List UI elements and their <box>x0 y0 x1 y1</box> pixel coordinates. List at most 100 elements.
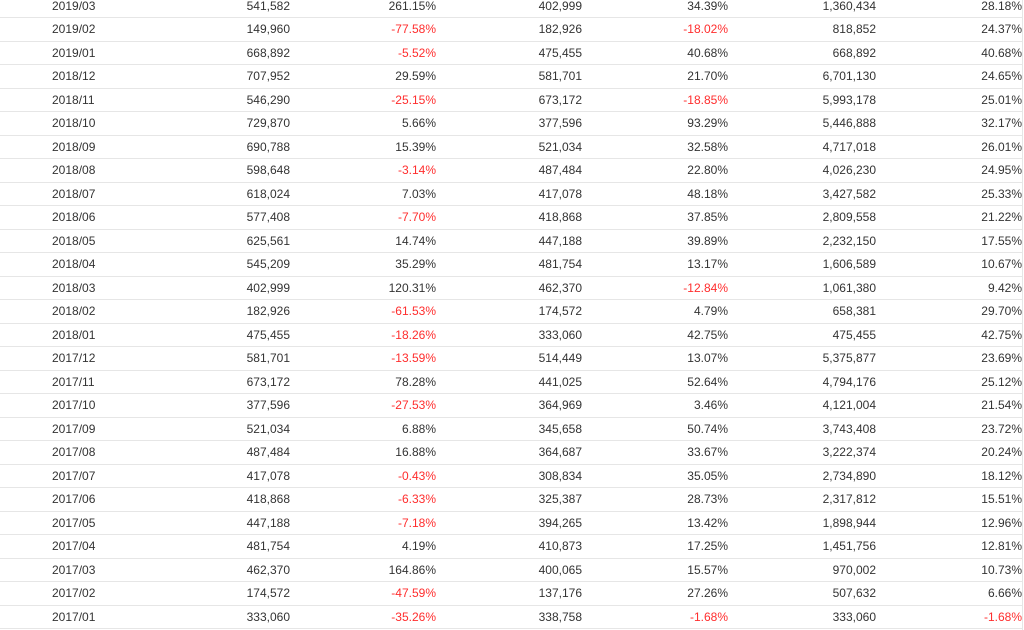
value-cell-2: 418,868 <box>436 205 582 230</box>
value-cell-2: 182,926 <box>436 17 582 42</box>
value-cell-2: 417,078 <box>436 182 582 206</box>
month-cell: 2019/03 <box>0 0 115 18</box>
value-cell-3: 1,360,434 <box>728 0 876 18</box>
value-cell-1: 174,572 <box>115 581 290 606</box>
month-cell: 2018/03 <box>0 276 115 300</box>
value-cell-1: 598,648 <box>115 158 290 183</box>
change-cell-3: 10.73% <box>876 558 1022 582</box>
right-frame-border <box>1022 0 1023 630</box>
value-cell-3: 818,852 <box>728 17 876 42</box>
month-cell: 2018/07 <box>0 182 115 206</box>
table-row: 2017/02 174,572 -47.59% 137,176 27.26% 507,63… <box>0 581 1022 606</box>
value-cell-1: 546,290 <box>115 88 290 112</box>
change-cell-3: 6.66% <box>876 581 1022 606</box>
value-cell-3: 970,002 <box>728 558 876 582</box>
change-cell-3: 21.54% <box>876 393 1022 418</box>
change-cell-1: -6.33% <box>290 487 436 512</box>
table-row: 2017/12 581,701 -13.59% 514,449 13.07% 5,375,… <box>0 346 1022 371</box>
change-cell-1: -7.18% <box>290 511 436 535</box>
table-row: 2018/09 690,788 15.39% 521,034 32.58% 4,717,0… <box>0 135 1022 159</box>
value-cell-2: 325,387 <box>436 487 582 512</box>
change-cell-2: 33.67% <box>582 440 728 465</box>
change-cell-1: 78.28% <box>290 370 436 394</box>
change-cell-1: 120.31% <box>290 276 436 300</box>
table-row: 2017/05 447,188 -7.18% 394,265 13.42% 1,898,9… <box>0 511 1022 535</box>
value-cell-1: 462,370 <box>115 558 290 582</box>
change-cell-1: -7.70% <box>290 205 436 230</box>
value-cell-2: 394,265 <box>436 511 582 535</box>
change-cell-1: -77.58% <box>290 17 436 42</box>
value-cell-1: 625,561 <box>115 229 290 253</box>
table-row: 2017/06 418,868 -6.33% 325,387 28.73% 2,317,8… <box>0 487 1022 512</box>
month-cell: 2018/05 <box>0 229 115 253</box>
month-cell: 2018/08 <box>0 158 115 183</box>
change-cell-2: 17.25% <box>582 534 728 559</box>
month-cell: 2018/11 <box>0 88 115 112</box>
value-cell-2: 673,172 <box>436 88 582 112</box>
value-cell-1: 447,188 <box>115 511 290 535</box>
change-cell-2: 27.26% <box>582 581 728 606</box>
month-cell: 2018/01 <box>0 323 115 347</box>
month-cell: 2017/10 <box>0 393 115 418</box>
change-cell-1: 5.66% <box>290 111 436 136</box>
table-row: 2017/11 673,172 78.28% 441,025 52.64% 4,794,1… <box>0 370 1022 394</box>
value-cell-2: 400,065 <box>436 558 582 582</box>
month-cell: 2018/06 <box>0 205 115 230</box>
month-cell: 2019/01 <box>0 41 115 65</box>
table-row: 2018/07 618,024 7.03% 417,078 48.18% 3,427,58… <box>0 182 1022 206</box>
value-cell-3: 5,446,888 <box>728 111 876 136</box>
table-row: 2018/02 182,926 -61.53% 174,572 4.79% 658,381… <box>0 299 1022 324</box>
change-cell-3: 24.37% <box>876 17 1022 42</box>
change-cell-3: 32.17% <box>876 111 1022 136</box>
change-cell-3: 42.75% <box>876 323 1022 347</box>
change-cell-1: -18.26% <box>290 323 436 347</box>
change-cell-1: -47.59% <box>290 581 436 606</box>
month-cell: 2017/09 <box>0 417 115 441</box>
change-cell-2: 35.05% <box>582 464 728 488</box>
value-cell-1: 541,582 <box>115 0 290 18</box>
change-cell-3: 25.01% <box>876 88 1022 112</box>
change-cell-3: 26.01% <box>876 135 1022 159</box>
table-row: 2018/04 545,209 35.29% 481,754 13.17% 1,606,5… <box>0 252 1022 277</box>
value-cell-2: 338,758 <box>436 605 582 629</box>
value-cell-1: 418,868 <box>115 487 290 512</box>
value-cell-2: 364,969 <box>436 393 582 418</box>
table-row: 2018/12 707,952 29.59% 581,701 21.70% 6,701,1… <box>0 64 1022 89</box>
value-cell-3: 1,898,944 <box>728 511 876 535</box>
value-cell-1: 668,892 <box>115 41 290 65</box>
table-row: 2019/02 149,960 -77.58% 182,926 -18.02% 818,8… <box>0 17 1022 42</box>
table-row: 2017/08 487,484 16.88% 364,687 33.67% 3,222,3… <box>0 440 1022 465</box>
change-cell-2: -12.84% <box>582 276 728 300</box>
change-cell-1: 4.19% <box>290 534 436 559</box>
month-cell: 2017/02 <box>0 581 115 606</box>
change-cell-1: -27.53% <box>290 393 436 418</box>
month-cell: 2018/04 <box>0 252 115 277</box>
change-cell-1: -61.53% <box>290 299 436 324</box>
month-cell: 2017/04 <box>0 534 115 559</box>
change-cell-2: -18.02% <box>582 17 728 42</box>
value-cell-1: 729,870 <box>115 111 290 136</box>
value-cell-1: 673,172 <box>115 370 290 394</box>
change-cell-2: 42.75% <box>582 323 728 347</box>
value-cell-3: 668,892 <box>728 41 876 65</box>
table-row: 2017/03 462,370 164.86% 400,065 15.57% 970,00… <box>0 558 1022 582</box>
value-cell-2: 447,188 <box>436 229 582 253</box>
change-cell-3: 17.55% <box>876 229 1022 253</box>
value-cell-1: 545,209 <box>115 252 290 277</box>
table-row: 2018/03 402,999 120.31% 462,370 -12.84% 1,061… <box>0 276 1022 300</box>
month-cell: 2017/05 <box>0 511 115 535</box>
table-row: 2017/07 417,078 -0.43% 308,834 35.05% 2,734,8… <box>0 464 1022 488</box>
change-cell-3: 12.81% <box>876 534 1022 559</box>
value-cell-3: 475,455 <box>728 323 876 347</box>
table-row: 2017/04 481,754 4.19% 410,873 17.25% 1,451,75… <box>0 534 1022 559</box>
month-cell: 2017/08 <box>0 440 115 465</box>
value-cell-3: 1,606,589 <box>728 252 876 277</box>
table-row: 2019/01 668,892 -5.52% 475,455 40.68% 668,892… <box>0 41 1022 65</box>
value-cell-2: 377,596 <box>436 111 582 136</box>
value-cell-1: 577,408 <box>115 205 290 230</box>
table-row: 2017/01 333,060 -35.26% 338,758 -1.68% 333,06… <box>0 605 1022 629</box>
value-cell-1: 618,024 <box>115 182 290 206</box>
value-cell-3: 2,809,558 <box>728 205 876 230</box>
value-cell-2: 333,060 <box>436 323 582 347</box>
